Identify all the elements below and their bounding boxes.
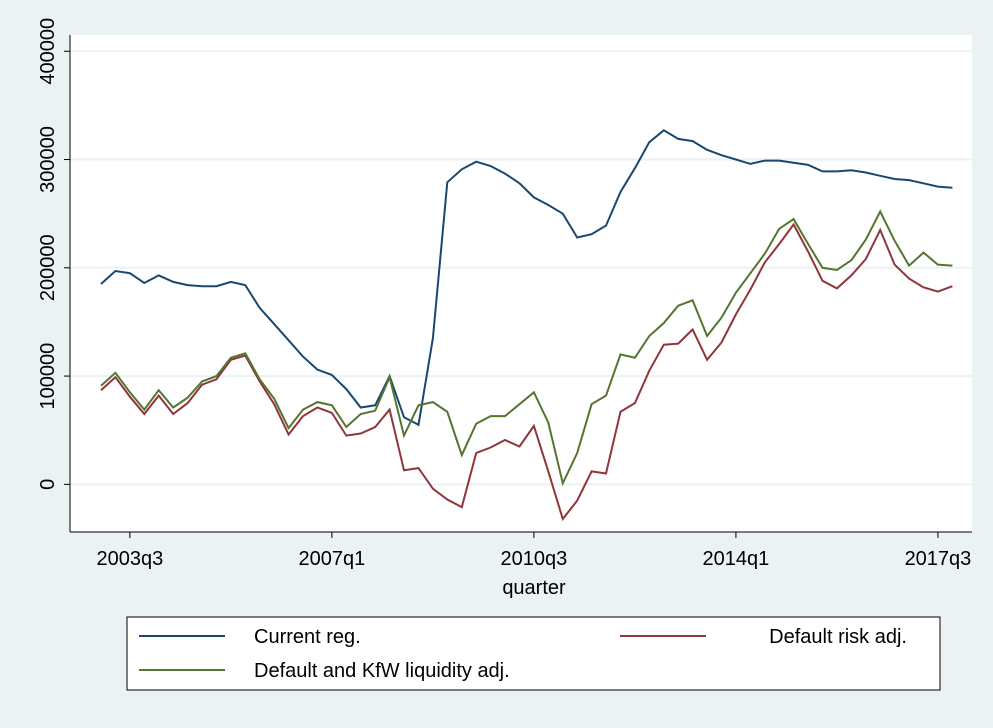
- y-tick-label: 0: [37, 479, 59, 490]
- series-line: [100, 129, 953, 427]
- series-line: [100, 209, 953, 487]
- legend-box: [126, 616, 941, 691]
- x-tick-label: 2003q3: [96, 548, 163, 570]
- x-axis-label: quarter: [502, 577, 566, 599]
- x-tick-label: 2017q3: [905, 548, 972, 570]
- series-line: [100, 222, 953, 522]
- legend-label: Current reg.: [254, 626, 361, 648]
- x-tick-label: 2014q1: [703, 548, 770, 570]
- plot-area: [70, 35, 972, 532]
- y-tick-label: 400000: [37, 18, 59, 85]
- x-tick-label: 2007q1: [299, 548, 366, 570]
- legend-label: Default risk adj.: [769, 626, 907, 648]
- x-tick-label: 2010q3: [501, 548, 568, 570]
- legend-label: Default and KfW liquidity adj.: [254, 660, 510, 682]
- y-tick-label: 300000: [37, 126, 59, 193]
- y-tick-label: 200000: [37, 234, 59, 301]
- y-tick-label: 100000: [37, 343, 59, 410]
